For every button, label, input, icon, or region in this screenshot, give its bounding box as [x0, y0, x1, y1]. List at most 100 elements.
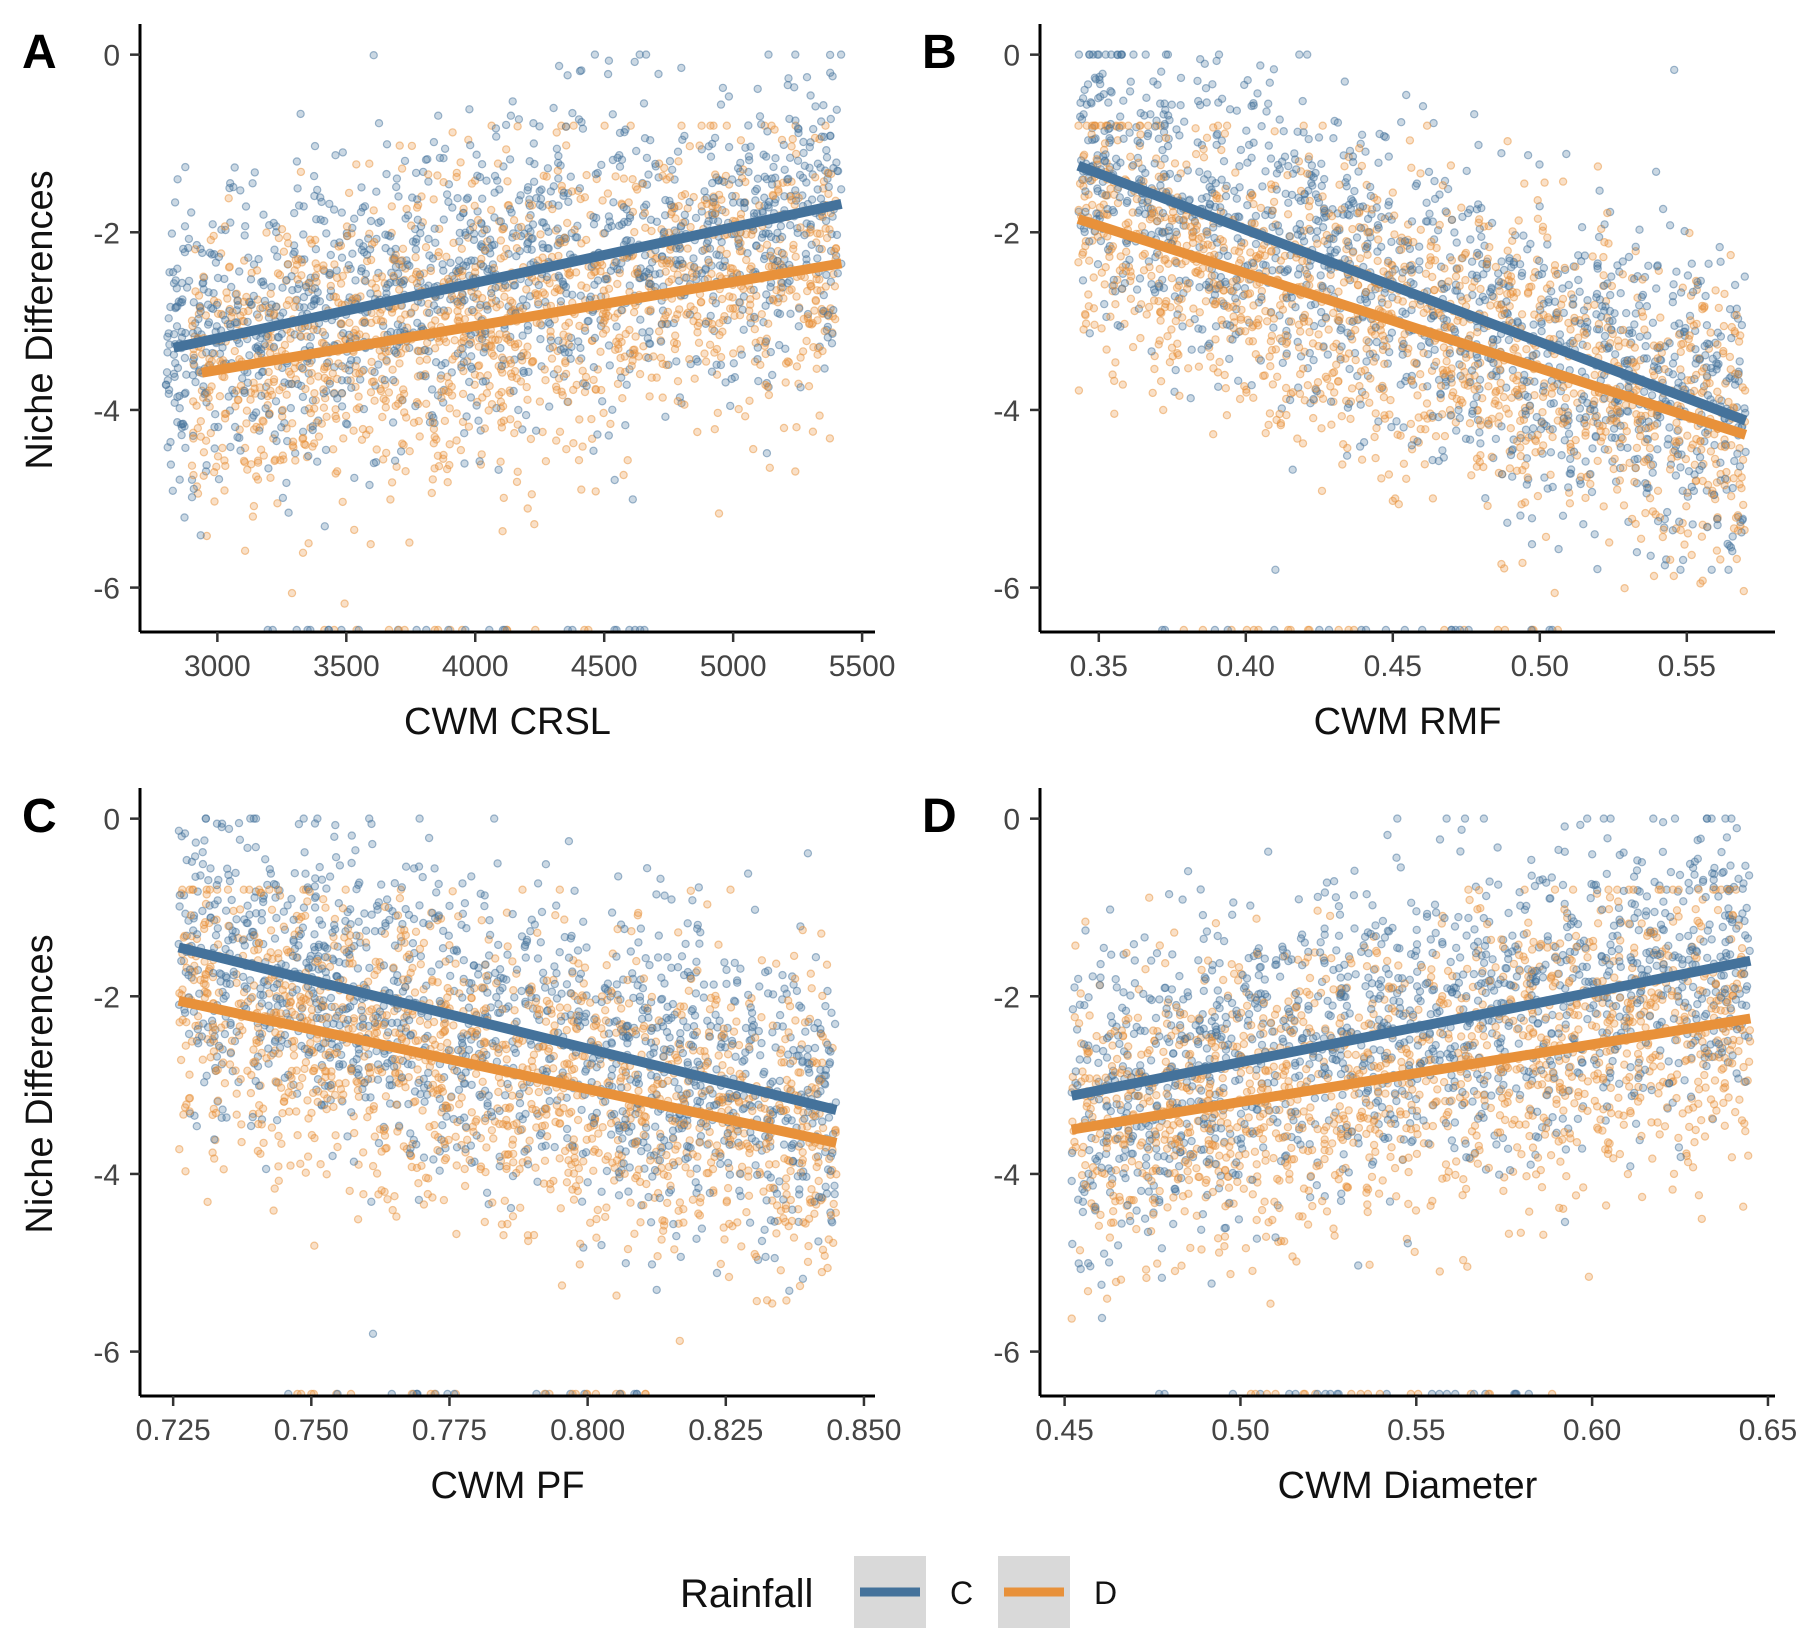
- point-d: [421, 242, 431, 252]
- point-d: [527, 490, 537, 499]
- point-d: [693, 312, 702, 321]
- point-d: [1640, 437, 1650, 447]
- point-d: [1132, 194, 1142, 204]
- point-c: [180, 513, 189, 522]
- point-c: [645, 327, 654, 336]
- point-d: [282, 300, 292, 310]
- point-c: [1558, 511, 1568, 521]
- point-c: [1479, 270, 1488, 279]
- point-d: [209, 231, 218, 241]
- point-d: [555, 427, 565, 436]
- point-d: [1363, 250, 1372, 259]
- point-d: [1084, 290, 1093, 299]
- point-d: [673, 397, 683, 406]
- point-c: [483, 305, 492, 314]
- point-d: [1128, 208, 1137, 217]
- point-c: [1529, 320, 1538, 329]
- point-d: [577, 485, 586, 494]
- point-d: [234, 395, 243, 404]
- point-d: [589, 375, 598, 385]
- point-d: [415, 356, 424, 365]
- point-c: [783, 80, 793, 90]
- point-d: [685, 141, 695, 151]
- point-d: [674, 157, 683, 166]
- point-d: [1641, 508, 1650, 518]
- point-d: [1649, 571, 1659, 581]
- point-c: [522, 301, 531, 310]
- point-c: [539, 243, 548, 252]
- point-d: [366, 540, 375, 549]
- point-d: [1401, 474, 1411, 483]
- point-d: [1669, 571, 1679, 581]
- point-d: [1516, 451, 1526, 461]
- point-c: [1481, 494, 1490, 503]
- point-c: [1593, 564, 1602, 574]
- point-c: [166, 437, 175, 447]
- point-d: [678, 263, 687, 272]
- point-d: [459, 204, 468, 213]
- point-c: [821, 216, 831, 226]
- point-c: [208, 348, 217, 358]
- point-d: [339, 434, 348, 443]
- point-d: [510, 428, 519, 438]
- point-c: [1590, 530, 1599, 539]
- point-c: [509, 281, 519, 290]
- point-c: [561, 122, 571, 131]
- point-c: [271, 397, 281, 406]
- point-d: [266, 289, 275, 298]
- point-d: [1344, 349, 1354, 358]
- point-d: [1571, 262, 1580, 271]
- point-d: [1716, 555, 1725, 564]
- point-d: [412, 267, 422, 277]
- point-d: [645, 392, 654, 401]
- point-c: [1372, 203, 1381, 212]
- point-c: [1652, 262, 1662, 271]
- point-c: [796, 383, 805, 392]
- point-d: [1357, 455, 1367, 464]
- point-d: [291, 296, 300, 305]
- point-c: [472, 401, 481, 410]
- point-d: [526, 434, 536, 444]
- point-d: [598, 196, 607, 205]
- point-c: [768, 370, 777, 380]
- point-d: [1613, 336, 1623, 345]
- point-c: [210, 422, 219, 432]
- point-d: [1266, 180, 1276, 189]
- point-c: [310, 141, 320, 151]
- point-d: [450, 336, 459, 345]
- point-c: [1329, 133, 1338, 143]
- point-d: [720, 312, 729, 321]
- point-c: [802, 72, 812, 82]
- point-c: [1304, 186, 1313, 195]
- point-c: [1119, 96, 1128, 105]
- point-c: [1676, 565, 1685, 575]
- point-c: [1409, 279, 1418, 289]
- point-c: [411, 245, 421, 254]
- point-c: [661, 412, 670, 421]
- point-c: [816, 194, 826, 203]
- point-c: [544, 227, 553, 236]
- point-c: [338, 148, 347, 157]
- point-d: [736, 209, 746, 219]
- point-c: [321, 445, 331, 455]
- point-c: [575, 184, 585, 193]
- point-c: [729, 359, 739, 368]
- point-c: [625, 281, 635, 290]
- point-c: [456, 212, 465, 222]
- point-d: [1476, 284, 1485, 294]
- point-d: [1281, 383, 1291, 393]
- point-c: [1670, 352, 1679, 361]
- point-c: [277, 329, 286, 339]
- point-d: [1390, 230, 1399, 239]
- point-c: [553, 224, 562, 233]
- point-d: [282, 232, 292, 241]
- point-d: [558, 391, 567, 400]
- point-d: [1696, 579, 1705, 588]
- point-d: [1173, 339, 1182, 348]
- point-d: [1215, 357, 1224, 367]
- point-d: [1520, 498, 1530, 507]
- point-c: [822, 270, 831, 280]
- point-d: [1136, 333, 1145, 343]
- point-d: [484, 406, 493, 415]
- point-c: [1176, 73, 1186, 83]
